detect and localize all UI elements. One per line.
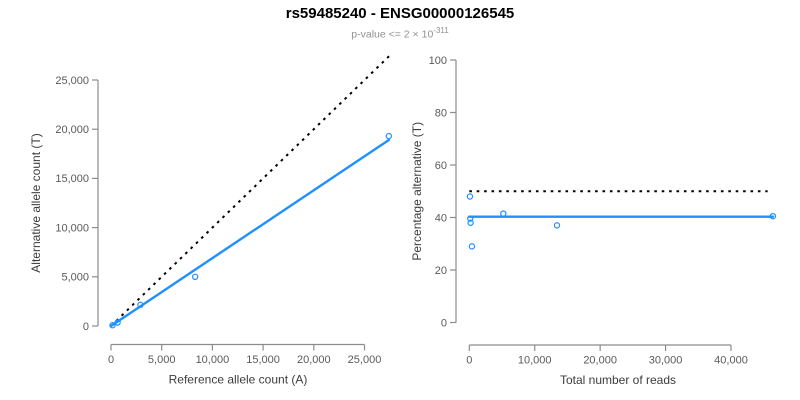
data-point [553, 222, 561, 229]
x-tick-label: 10,000 [196, 354, 230, 366]
y-tick-label: 0 [441, 317, 447, 329]
x-tick-label: 5,000 [148, 354, 176, 366]
x-tick-label: 10,000 [518, 355, 552, 367]
y-tick-label: 20 [435, 265, 447, 277]
y-axis-title: Percentage alternative (T) [410, 122, 424, 261]
y-tick-label: 5,000 [61, 272, 89, 284]
y-tick-label: 25,000 [55, 75, 89, 87]
x-axis-title: Reference allele count (A) [169, 373, 308, 387]
y-tick-label: 10,000 [55, 222, 89, 234]
y-tick-label: 15,000 [55, 173, 89, 185]
data-point [137, 301, 144, 309]
y-tick-label: 60 [435, 160, 447, 172]
reference-dotted-line [110, 53, 393, 327]
y-tick-label: 100 [429, 55, 447, 67]
allele-counts-panel: 0 5,000 10,000 15,000 20,000 25,000 0 5,000 10,0… [29, 53, 393, 387]
data-point [109, 322, 116, 329]
y-tick-label: 80 [435, 107, 447, 119]
x-tick-label: 15,000 [246, 354, 280, 366]
y-axis-title: Alternative allele count (T) [29, 133, 43, 272]
data-point [467, 215, 474, 222]
y-tick-label: 0 [83, 321, 89, 333]
data-point [385, 132, 393, 140]
x-tick-label: 40,000 [714, 355, 748, 367]
data-point [468, 243, 476, 250]
data-point [466, 193, 474, 200]
y-tick-label: 40 [435, 212, 447, 224]
y-tick-label: 20,000 [55, 124, 89, 136]
x-tick-label: 30,000 [649, 355, 683, 367]
data-point [500, 210, 507, 217]
data-point [191, 273, 199, 280]
x-tick-label: 0 [466, 355, 472, 367]
x-tick-label: 20,000 [297, 354, 331, 366]
data-point [467, 219, 474, 226]
plot-title: rs59485240 - ENSG00000126545 [285, 5, 515, 22]
x-tick-label: 0 [108, 354, 114, 366]
x-axis-title: Total number of reads [560, 373, 676, 387]
fit-line [109, 138, 391, 328]
plot-subtitle: p-value <= 2 × 10-311 [0, 26, 800, 41]
subtitle-exponent: -311 [433, 26, 449, 35]
percentage-vs-reads-panel: 0 20 40 60 80 100 0 10,000 20,000 30,000 40,000 Tot… [410, 55, 777, 387]
x-tick-label: 20,000 [583, 355, 617, 367]
subtitle-base: p-value <= 2 × 10 [351, 28, 434, 41]
x-tick-label: 25,000 [348, 354, 382, 366]
data-point [769, 212, 777, 220]
data-point [114, 319, 121, 326]
